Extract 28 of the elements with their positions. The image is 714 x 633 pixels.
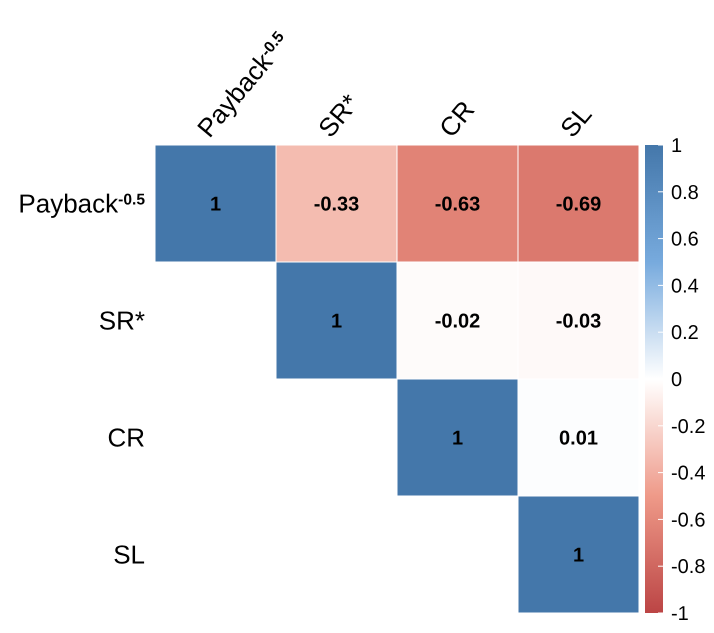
data-label: -0.03 — [556, 310, 602, 332]
x-tick-label: SR* — [312, 88, 365, 143]
data-label: 1 — [210, 194, 222, 216]
color-bar-label: -1 — [671, 603, 689, 625]
color-bar-label: -0.8 — [671, 556, 706, 578]
color-bar-label: 1 — [671, 135, 682, 157]
data-label: -0.63 — [434, 194, 480, 216]
color-bar-label: -0.4 — [671, 462, 706, 485]
y-tick-label: SR* — [98, 306, 145, 336]
y-tick-label: SL — [113, 540, 145, 570]
data-label: -0.02 — [434, 310, 480, 332]
color-bar-label: -0.6 — [671, 509, 706, 532]
y-tick-label: Payback$^{-0.5}$ — [18, 188, 146, 219]
data-label: 0.01 — [559, 428, 598, 450]
x-tick-label: SL — [554, 99, 598, 143]
color-bar-label: -0.2 — [671, 416, 706, 438]
data-label: 1 — [572, 544, 584, 566]
color-bar-label: 0.6 — [671, 228, 699, 251]
data-label: -0.69 — [556, 194, 602, 216]
data-label: 1 — [452, 428, 464, 450]
data-label: 1 — [330, 310, 342, 332]
color-bar-label: 0 — [671, 369, 682, 391]
y-tick-label: CR — [107, 422, 145, 453]
color-bar-label: 0.2 — [671, 322, 699, 344]
data-label: -0.33 — [314, 194, 360, 216]
x-tick-label: CR — [433, 94, 480, 143]
color-bar-label: 0.4 — [671, 275, 699, 298]
color-bar-label: 0.8 — [671, 182, 699, 204]
